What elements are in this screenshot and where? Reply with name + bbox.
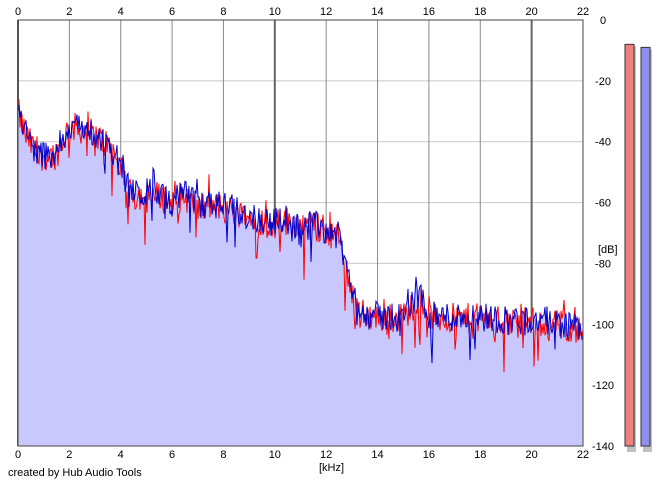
x-tick-label-bottom: 6 [169,449,175,461]
y-tick-label: -20 [595,76,611,88]
left-channel-trace [17,99,584,373]
spectrum-fill-area [18,99,583,447]
x-tick-label-top: 4 [118,6,124,18]
x-tick-label-bottom: 22 [577,449,589,461]
x-tick-label-bottom: 0 [15,449,21,461]
level-meters [624,43,652,453]
x-tick-label-bottom: 12 [320,449,332,461]
y-tick-label: -120 [592,380,614,392]
x-tick-label-bottom: 8 [220,449,226,461]
x-tick-label-bottom: 10 [269,449,281,461]
y-tick-label: 0 [600,15,606,27]
x-tick-label-top: 10 [269,6,281,18]
x-tick-label-top: 0 [15,6,21,18]
x-tick-label-top: 2 [66,6,72,18]
y-tick-label: -80 [595,258,611,270]
y-tick-label: -100 [592,319,614,331]
x-tick-label-bottom: 2 [66,449,72,461]
x-tick-label-top: 22 [577,6,589,18]
credit-text: created by Hub Audio Tools [8,467,142,479]
y-tick-label: -60 [595,198,611,210]
x-tick-label-top: 12 [320,6,332,18]
x-tick-label-top: 16 [423,6,435,18]
x-tick-label-top: 18 [474,6,486,18]
x-tick-label-top: 14 [371,6,383,18]
x-tick-labels-top: 0 2 4 6 8 10 12 14 16 18 20 22 [15,6,589,18]
x-tick-label-top: 8 [220,6,226,18]
x-tick-label-top: 6 [169,6,175,18]
x-tick-label-bottom: 18 [474,449,486,461]
level-meter-R [640,46,651,447]
x-tick-label-bottom: 14 [371,449,383,461]
x-tick-label-bottom: 4 [118,449,124,461]
right-channel-trace [17,104,584,364]
y-tick-label: -40 [595,137,611,149]
y-tick-labels: 0 -20 -40 -60 -80 -100 -120 -140 [592,15,614,453]
x-axis-label: [kHz] [319,462,344,474]
y-axis-label: [dB] [598,244,618,256]
x-tick-label-top: 20 [526,6,538,18]
y-tick-label: -140 [592,441,614,453]
plot-frame [17,19,584,447]
x-tick-labels-bottom: 0 2 4 6 8 10 12 14 16 18 20 22 [15,449,589,461]
x-tick-label-bottom: 16 [423,449,435,461]
level-meter-L [624,43,635,447]
x-tick-label-bottom: 20 [526,449,538,461]
